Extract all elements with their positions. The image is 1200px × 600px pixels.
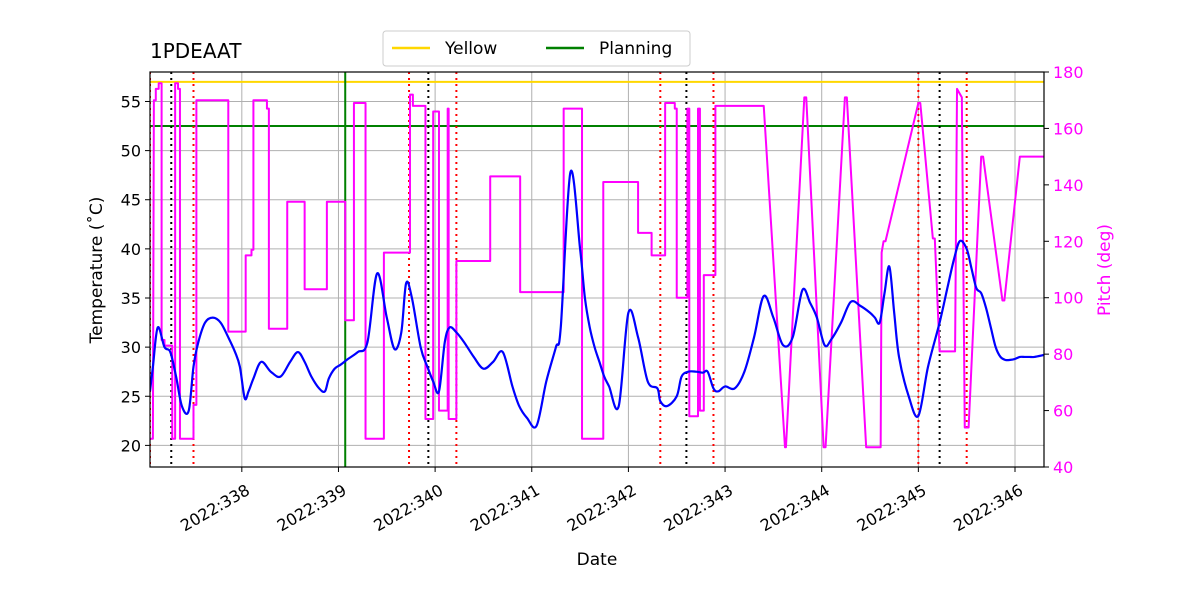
y-left-tick-label: 20 <box>121 436 141 455</box>
x-tick-label: 2022:346 <box>950 480 1026 535</box>
x-tick-label: 2022:343 <box>660 480 736 535</box>
series-layer <box>150 82 1044 449</box>
y-left-tick-label: 55 <box>121 92 141 111</box>
plot-frame <box>149 71 1045 468</box>
y-right-tick-label: 40 <box>1053 458 1073 477</box>
y-axis-right: 40 60 80 100 120 140 160 180 <box>1044 63 1084 477</box>
reference-lines <box>150 80 1044 128</box>
y-left-tick-label: 40 <box>121 240 141 259</box>
legend-label-planning: Planning <box>599 39 672 59</box>
x-tick-label: 2022:342 <box>564 480 640 535</box>
legend-label-yellow: Yellow <box>444 39 497 59</box>
x-tick-label: 2022:344 <box>757 480 833 535</box>
y-right-tick-label: 100 <box>1053 289 1084 308</box>
y-axis-right-label: Pitch (deg) <box>1095 224 1115 316</box>
y-left-tick-label: 30 <box>121 338 141 357</box>
x-tick-label: 2022:338 <box>177 480 253 535</box>
y-right-tick-label: 80 <box>1053 345 1073 364</box>
y-left-tick-label: 25 <box>121 387 141 406</box>
y-axis-left: 20 25 30 35 40 45 50 55 <box>121 92 150 455</box>
y-left-tick-label: 50 <box>121 142 141 161</box>
x-tick-label: 2022:340 <box>370 480 446 535</box>
chart-title: 1PDEAAT <box>150 39 242 63</box>
series-line-pitch <box>150 82 1044 449</box>
y-axis-left-label: Temperature (˚C) <box>86 197 107 345</box>
x-axis: 2022:338 2022:339 2022:340 2022:341 2022:342… <box>177 467 1026 535</box>
x-tick-label: 2022:339 <box>274 480 350 535</box>
x-tick-label: 2022:345 <box>854 480 930 535</box>
y-right-tick-label: 140 <box>1053 176 1084 195</box>
x-tick-label: 2022:341 <box>467 480 543 535</box>
y-left-tick-label: 35 <box>121 289 141 308</box>
legend: Yellow Planning <box>382 30 691 67</box>
y-right-tick-label: 120 <box>1053 232 1084 251</box>
legend-box <box>382 30 691 67</box>
y-left-tick-label: 45 <box>121 191 141 210</box>
series-line-temperature <box>150 169 1044 429</box>
y-right-tick-label: 180 <box>1053 63 1084 82</box>
y-right-tick-label: 160 <box>1053 119 1084 138</box>
x-axis-label: Date <box>577 550 618 570</box>
plot-background <box>150 72 1044 467</box>
y-right-tick-label: 60 <box>1053 402 1073 421</box>
grid <box>150 72 1044 467</box>
